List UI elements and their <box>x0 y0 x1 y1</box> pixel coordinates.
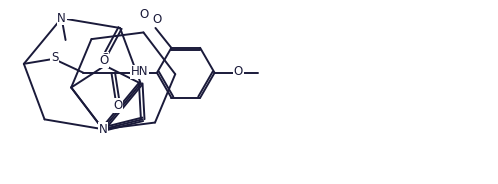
Text: O: O <box>100 54 109 67</box>
Text: O: O <box>139 8 148 21</box>
Text: N: N <box>99 123 108 136</box>
Text: methyl: methyl <box>165 3 170 4</box>
Text: HN: HN <box>131 65 148 78</box>
Text: O: O <box>234 65 243 78</box>
Text: N: N <box>57 12 66 25</box>
Text: O: O <box>114 99 123 112</box>
Text: S: S <box>51 51 58 64</box>
Text: O: O <box>153 13 162 26</box>
Text: S: S <box>101 52 109 65</box>
